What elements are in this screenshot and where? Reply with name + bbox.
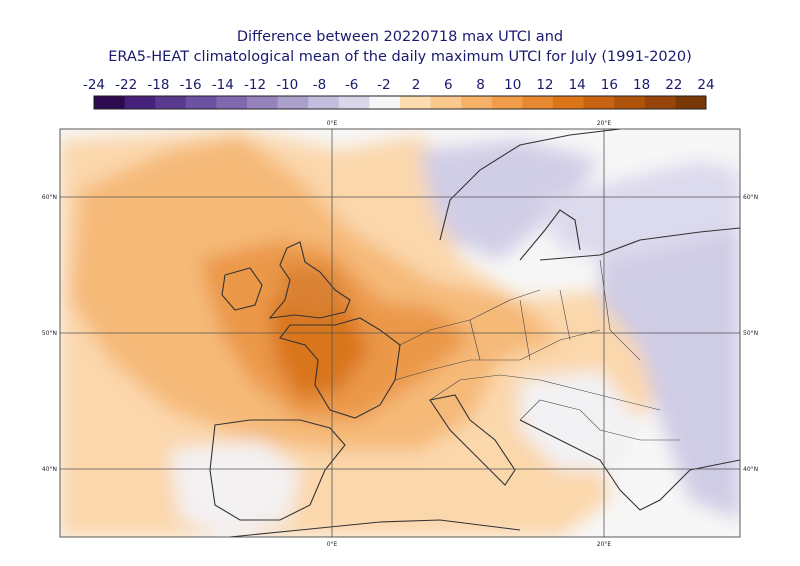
anomaly-lilac-north — [420, 140, 600, 260]
lon-label-top-20: 20°E — [597, 120, 612, 127]
colorbar-segment — [155, 96, 187, 109]
map-frame — [59, 128, 741, 538]
colorbar-tick-label: 16 — [601, 77, 618, 93]
coast-scandinavia — [439, 129, 621, 261]
colorbar-segment — [216, 96, 248, 109]
colorbar-tick-label: 22 — [665, 77, 682, 93]
lat-label-right-40: 40°N — [743, 466, 758, 473]
lat-label-left-40: 40°N — [42, 466, 57, 473]
colorbar-tick-label: 10 — [504, 77, 521, 93]
colorbar-segment — [247, 96, 279, 109]
lon-label-bottom-0: 0°E — [327, 541, 338, 548]
graticule — [60, 129, 740, 537]
colorbar-segment — [522, 96, 554, 109]
colorbar-segment — [308, 96, 340, 109]
lat-label-right-60: 60°N — [743, 194, 758, 201]
colorbar-tick-label: 12 — [536, 77, 553, 93]
coast-italy — [429, 394, 516, 486]
colorbar-tick-label: 8 — [476, 77, 485, 93]
coast-balkans — [519, 419, 740, 511]
coastlines — [209, 129, 740, 537]
anomaly-white-east — [520, 370, 640, 470]
coast-baltic — [539, 227, 740, 261]
colorbar-tick-label: 2 — [412, 77, 421, 93]
colorbar-tick-label: 14 — [569, 77, 586, 93]
coast-great-britain — [268, 241, 351, 319]
map-title-line-1: Difference between 20220718 max UTCI and — [236, 29, 564, 45]
colorbar-tick-label: -22 — [115, 77, 137, 93]
colorbar-segment — [277, 96, 309, 109]
coast-france — [279, 317, 401, 419]
colorbar-segment — [124, 96, 156, 109]
colorbar-tick-label: 24 — [697, 77, 714, 93]
anomaly-uk-core — [280, 265, 350, 320]
coast-iberia — [209, 419, 346, 521]
anomaly-lilac-baltic — [540, 160, 740, 260]
borders — [394, 259, 680, 441]
lat-label-left-60: 60°N — [42, 194, 57, 201]
colorbar-segment — [338, 96, 370, 109]
anomaly-lilac-east — [600, 220, 740, 520]
coast-ireland — [221, 267, 263, 311]
colorbar-tick-label: -18 — [147, 77, 169, 93]
colorbar-segment — [583, 96, 615, 109]
colorbar-tick-label: -8 — [313, 77, 326, 93]
colorbar-segment — [553, 96, 585, 109]
lat-label-left-50: 50°N — [42, 330, 57, 337]
colorbar-tick-label: -2 — [377, 77, 390, 93]
colorbar-tick-label: -16 — [180, 77, 202, 93]
anomaly-white-iberia — [170, 440, 300, 537]
anomaly-dark-core — [270, 290, 370, 400]
colorbar-tick-label: -10 — [276, 77, 298, 93]
colorbar-segment — [430, 96, 462, 109]
colorbar-segment — [491, 96, 523, 109]
colorbar-tick-label: -14 — [212, 77, 234, 93]
colorbar-tick-label: -6 — [345, 77, 358, 93]
lon-label-bottom-20: 20°E — [597, 541, 612, 548]
lat-label-right-50: 50°N — [743, 330, 758, 337]
map-title-line-2: ERA5-HEAT climatological mean of the dai… — [108, 49, 692, 65]
colorbar-segment — [644, 96, 676, 109]
colorbar-segment — [185, 96, 217, 109]
coast-north-africa — [229, 519, 521, 537]
colorbar-tick-label: -12 — [244, 77, 266, 93]
colorbar: -24 -22 -18 -16 -14 -12 -10 -8 -6 -2 2 6 8 10 12 14 16 18… — [83, 77, 715, 110]
colorbar-segment — [614, 96, 646, 109]
colorbar-tick-label: -24 — [83, 77, 105, 93]
colorbar-segment — [94, 96, 126, 109]
colorbar-border — [93, 95, 707, 110]
colorbar-segment — [675, 96, 707, 109]
colorbar-segment — [400, 96, 432, 109]
colorbar-segment — [461, 96, 493, 109]
colorbar-segment — [369, 96, 401, 109]
colorbar-tick-label: 6 — [444, 77, 453, 93]
lon-label-top-0: 0°E — [327, 120, 338, 127]
anomaly-field — [60, 129, 740, 537]
colorbar-tick-label: 18 — [633, 77, 650, 93]
